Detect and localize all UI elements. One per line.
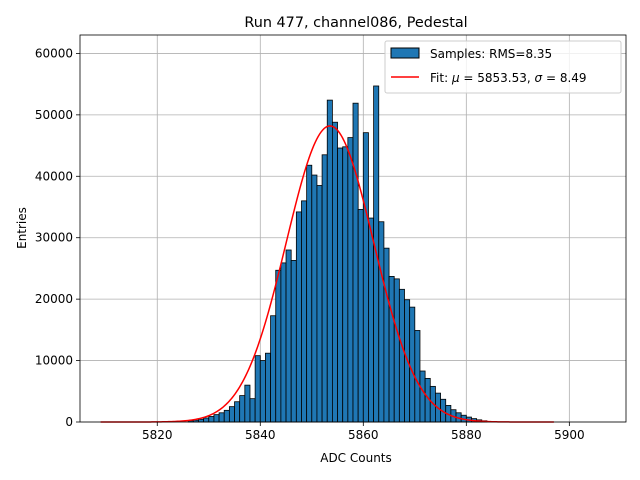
histogram-bar bbox=[342, 146, 349, 423]
fit-curve bbox=[100, 125, 554, 423]
histogram-bar bbox=[290, 260, 297, 423]
plot-frame bbox=[79, 34, 627, 423]
histogram-bar bbox=[378, 221, 385, 423]
legend-mu-value: 5853.53 bbox=[477, 71, 527, 85]
histogram-bar bbox=[301, 200, 308, 423]
histogram-bar bbox=[419, 370, 426, 423]
histogram-bar bbox=[311, 174, 318, 423]
histogram-bar bbox=[295, 211, 302, 423]
histogram-bar bbox=[321, 154, 328, 423]
legend-mu-symbol: μ bbox=[451, 71, 460, 85]
histogram-bar bbox=[306, 164, 313, 423]
histogram-bar bbox=[393, 278, 400, 423]
y-tick-label: 30000 bbox=[35, 231, 73, 245]
histogram-bar bbox=[208, 416, 215, 423]
histogram-bar bbox=[414, 330, 421, 423]
histogram-bar bbox=[362, 132, 369, 423]
histogram-bar bbox=[331, 121, 338, 423]
histogram-bar bbox=[398, 288, 405, 423]
histogram-bar bbox=[239, 395, 246, 423]
histogram-bar bbox=[388, 276, 395, 423]
histogram-bar bbox=[347, 137, 354, 423]
x-tick-label: 5840 bbox=[245, 428, 276, 442]
histogram-bar bbox=[357, 209, 364, 423]
legend-box bbox=[384, 40, 622, 94]
histogram-bar bbox=[337, 147, 344, 423]
histogram-bar bbox=[285, 249, 292, 423]
chart-title: Run 477, channel086, Pedestal bbox=[244, 15, 467, 31]
y-tick-label: 0 bbox=[65, 415, 73, 429]
histogram-bar bbox=[368, 217, 375, 423]
y-axis-ticks: 0 10000 20000 30000 40000 50000 60000 bbox=[35, 46, 80, 429]
x-tick-label: 5880 bbox=[451, 428, 482, 442]
legend-samples-swatch bbox=[390, 47, 420, 59]
histogram-bar bbox=[249, 398, 256, 423]
x-tick-label: 5820 bbox=[142, 428, 173, 442]
histogram-bar bbox=[244, 384, 251, 423]
histogram-bar bbox=[218, 412, 225, 423]
y-tick-label: 20000 bbox=[35, 292, 73, 306]
x-axis-label: ADC Counts bbox=[320, 451, 392, 465]
legend-sigma-symbol: σ bbox=[535, 71, 543, 85]
x-axis-ticks: 5820 5840 5860 5880 5900 bbox=[142, 422, 585, 442]
x-tick-label: 5860 bbox=[348, 428, 379, 442]
histogram-bar bbox=[265, 352, 271, 423]
y-tick-label: 60000 bbox=[35, 46, 73, 60]
histogram-bar bbox=[383, 247, 390, 423]
histogram-bar bbox=[316, 185, 323, 423]
legend-sigma-value: 8.49 bbox=[560, 71, 587, 85]
histogram-bar bbox=[254, 355, 261, 423]
histogram-bar bbox=[270, 315, 277, 423]
y-tick-label: 50000 bbox=[35, 108, 73, 122]
histogram-bar bbox=[352, 102, 359, 423]
legend-samples-label: Samples: RMS=8.35 bbox=[430, 47, 552, 61]
y-axis-label: Entries bbox=[15, 207, 29, 249]
histogram-bar bbox=[259, 360, 266, 423]
histogram-bar bbox=[326, 99, 333, 423]
histogram-bar bbox=[280, 262, 287, 423]
histogram-bar bbox=[234, 401, 241, 423]
x-tick-label: 5900 bbox=[554, 428, 585, 442]
histogram-bar bbox=[228, 406, 235, 423]
legend-fit-label: Fit: μ = 5853.53, σ = 8.49 bbox=[430, 71, 587, 85]
y-tick-label: 10000 bbox=[35, 354, 73, 368]
histogram-bar bbox=[275, 269, 282, 423]
legend-mu-eq: = bbox=[460, 71, 478, 85]
y-tick-label: 40000 bbox=[35, 169, 73, 183]
histogram-bar bbox=[198, 418, 205, 423]
histogram-bar bbox=[203, 417, 210, 423]
histogram-bar bbox=[409, 306, 416, 423]
legend: Samples: RMS=8.35 Fit: μ = 5853.53, σ = … bbox=[384, 40, 622, 94]
histogram-bar bbox=[223, 409, 230, 423]
legend-fit-prefix: Fit: bbox=[430, 71, 452, 85]
legend-sigma-eq: = bbox=[542, 71, 560, 85]
legend-sep: , bbox=[527, 71, 535, 85]
histogram-bar bbox=[213, 414, 220, 423]
